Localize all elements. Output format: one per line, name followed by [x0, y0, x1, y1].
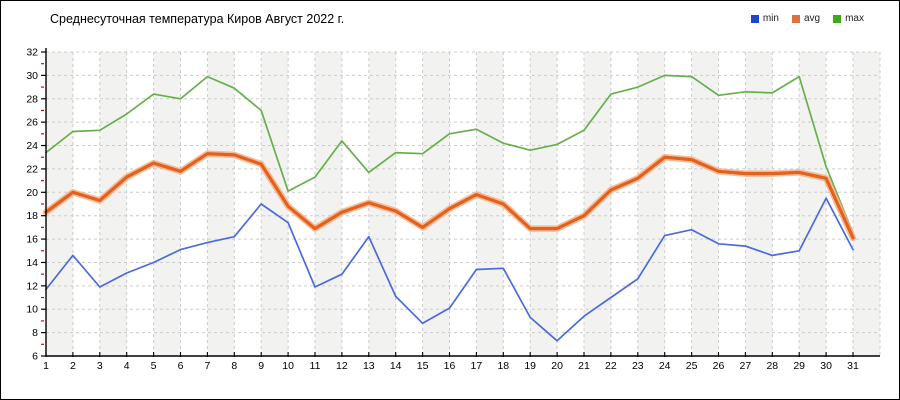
x-axis-label: 17: [471, 360, 483, 372]
x-axis-label: 5: [151, 360, 157, 372]
day-stripe: [745, 52, 773, 356]
x-axis-label: 20: [551, 360, 563, 372]
day-stripe: [853, 52, 880, 356]
y-axis-label: 30: [26, 70, 38, 82]
y-axis-label: 22: [26, 163, 38, 175]
legend-label-min: min: [762, 13, 779, 24]
x-axis-label: 22: [605, 360, 617, 372]
x-axis-label: 21: [578, 360, 590, 372]
x-axis-label: 18: [497, 360, 509, 372]
y-axis-label: 32: [26, 47, 38, 59]
y-axis-label: 24: [26, 140, 38, 152]
x-axis-label: 6: [178, 360, 184, 372]
x-axis-label: 8: [231, 360, 237, 372]
day-stripe: [315, 52, 342, 356]
legend-swatch-min: [750, 14, 759, 23]
x-axis-label: 11: [310, 360, 321, 372]
x-axis-label: 26: [713, 360, 725, 372]
legend-item-min: min: [750, 13, 779, 24]
legend-label-max: max: [845, 13, 864, 24]
day-stripe: [153, 52, 181, 356]
y-axis-label: 26: [26, 117, 38, 129]
x-axis-label: 29: [793, 360, 805, 372]
day-stripe: [99, 52, 127, 356]
x-axis-label: 4: [124, 360, 130, 372]
chart-title: Среднесуточная температура Киров Август …: [50, 12, 345, 26]
y-axis-label: 18: [26, 210, 38, 222]
legend-swatch-avg: [791, 14, 800, 23]
x-axis-label: 25: [686, 360, 698, 372]
x-axis-label: 27: [740, 360, 752, 372]
series-line-avg: [44, 152, 855, 240]
x-axis-label: 31: [847, 360, 859, 372]
x-axis-label: 12: [336, 360, 348, 372]
day-stripe: [691, 52, 719, 356]
x-axis-label: 23: [632, 360, 644, 372]
day-stripe: [637, 52, 665, 356]
x-axis-label: 14: [390, 360, 402, 372]
y-axis-label: 20: [26, 187, 38, 199]
x-axis-label: 30: [820, 360, 832, 372]
day-stripe: [530, 52, 558, 356]
y-axis-label: 8: [32, 327, 38, 339]
day-stripe: [422, 52, 450, 356]
y-axis-label: 10: [26, 304, 38, 316]
y-axis-label: 12: [26, 280, 38, 292]
x-axis-label: 1: [43, 360, 49, 372]
legend-label-avg: avg: [803, 13, 821, 24]
legend-item-avg: avg: [791, 13, 821, 24]
x-axis-label: 9: [258, 360, 264, 372]
x-axis-label: 2: [70, 360, 76, 372]
x-axis-label: 10: [282, 360, 294, 372]
x-axis-label: 13: [363, 360, 375, 372]
x-axis-label: 7: [204, 360, 210, 372]
series-line-min: [45, 197, 854, 342]
legend-item-max: max: [833, 13, 864, 24]
y-axis-label: 16: [26, 234, 38, 246]
day-stripe: [799, 52, 827, 356]
x-axis-label: 3: [97, 360, 103, 372]
y-axis-label: 28: [26, 93, 38, 105]
legend: min avg max: [750, 13, 864, 24]
day-stripe: [207, 52, 235, 356]
x-axis-label: 15: [417, 360, 429, 372]
x-axis-label: 24: [659, 360, 671, 372]
y-axis-label: 14: [26, 257, 38, 269]
series-line-max: [45, 74, 854, 235]
y-axis-label: 6: [32, 351, 38, 363]
x-axis-label: 19: [524, 360, 536, 372]
x-axis-label: 16: [444, 360, 456, 372]
legend-swatch-max: [833, 14, 842, 23]
x-axis-label: 28: [766, 360, 778, 372]
